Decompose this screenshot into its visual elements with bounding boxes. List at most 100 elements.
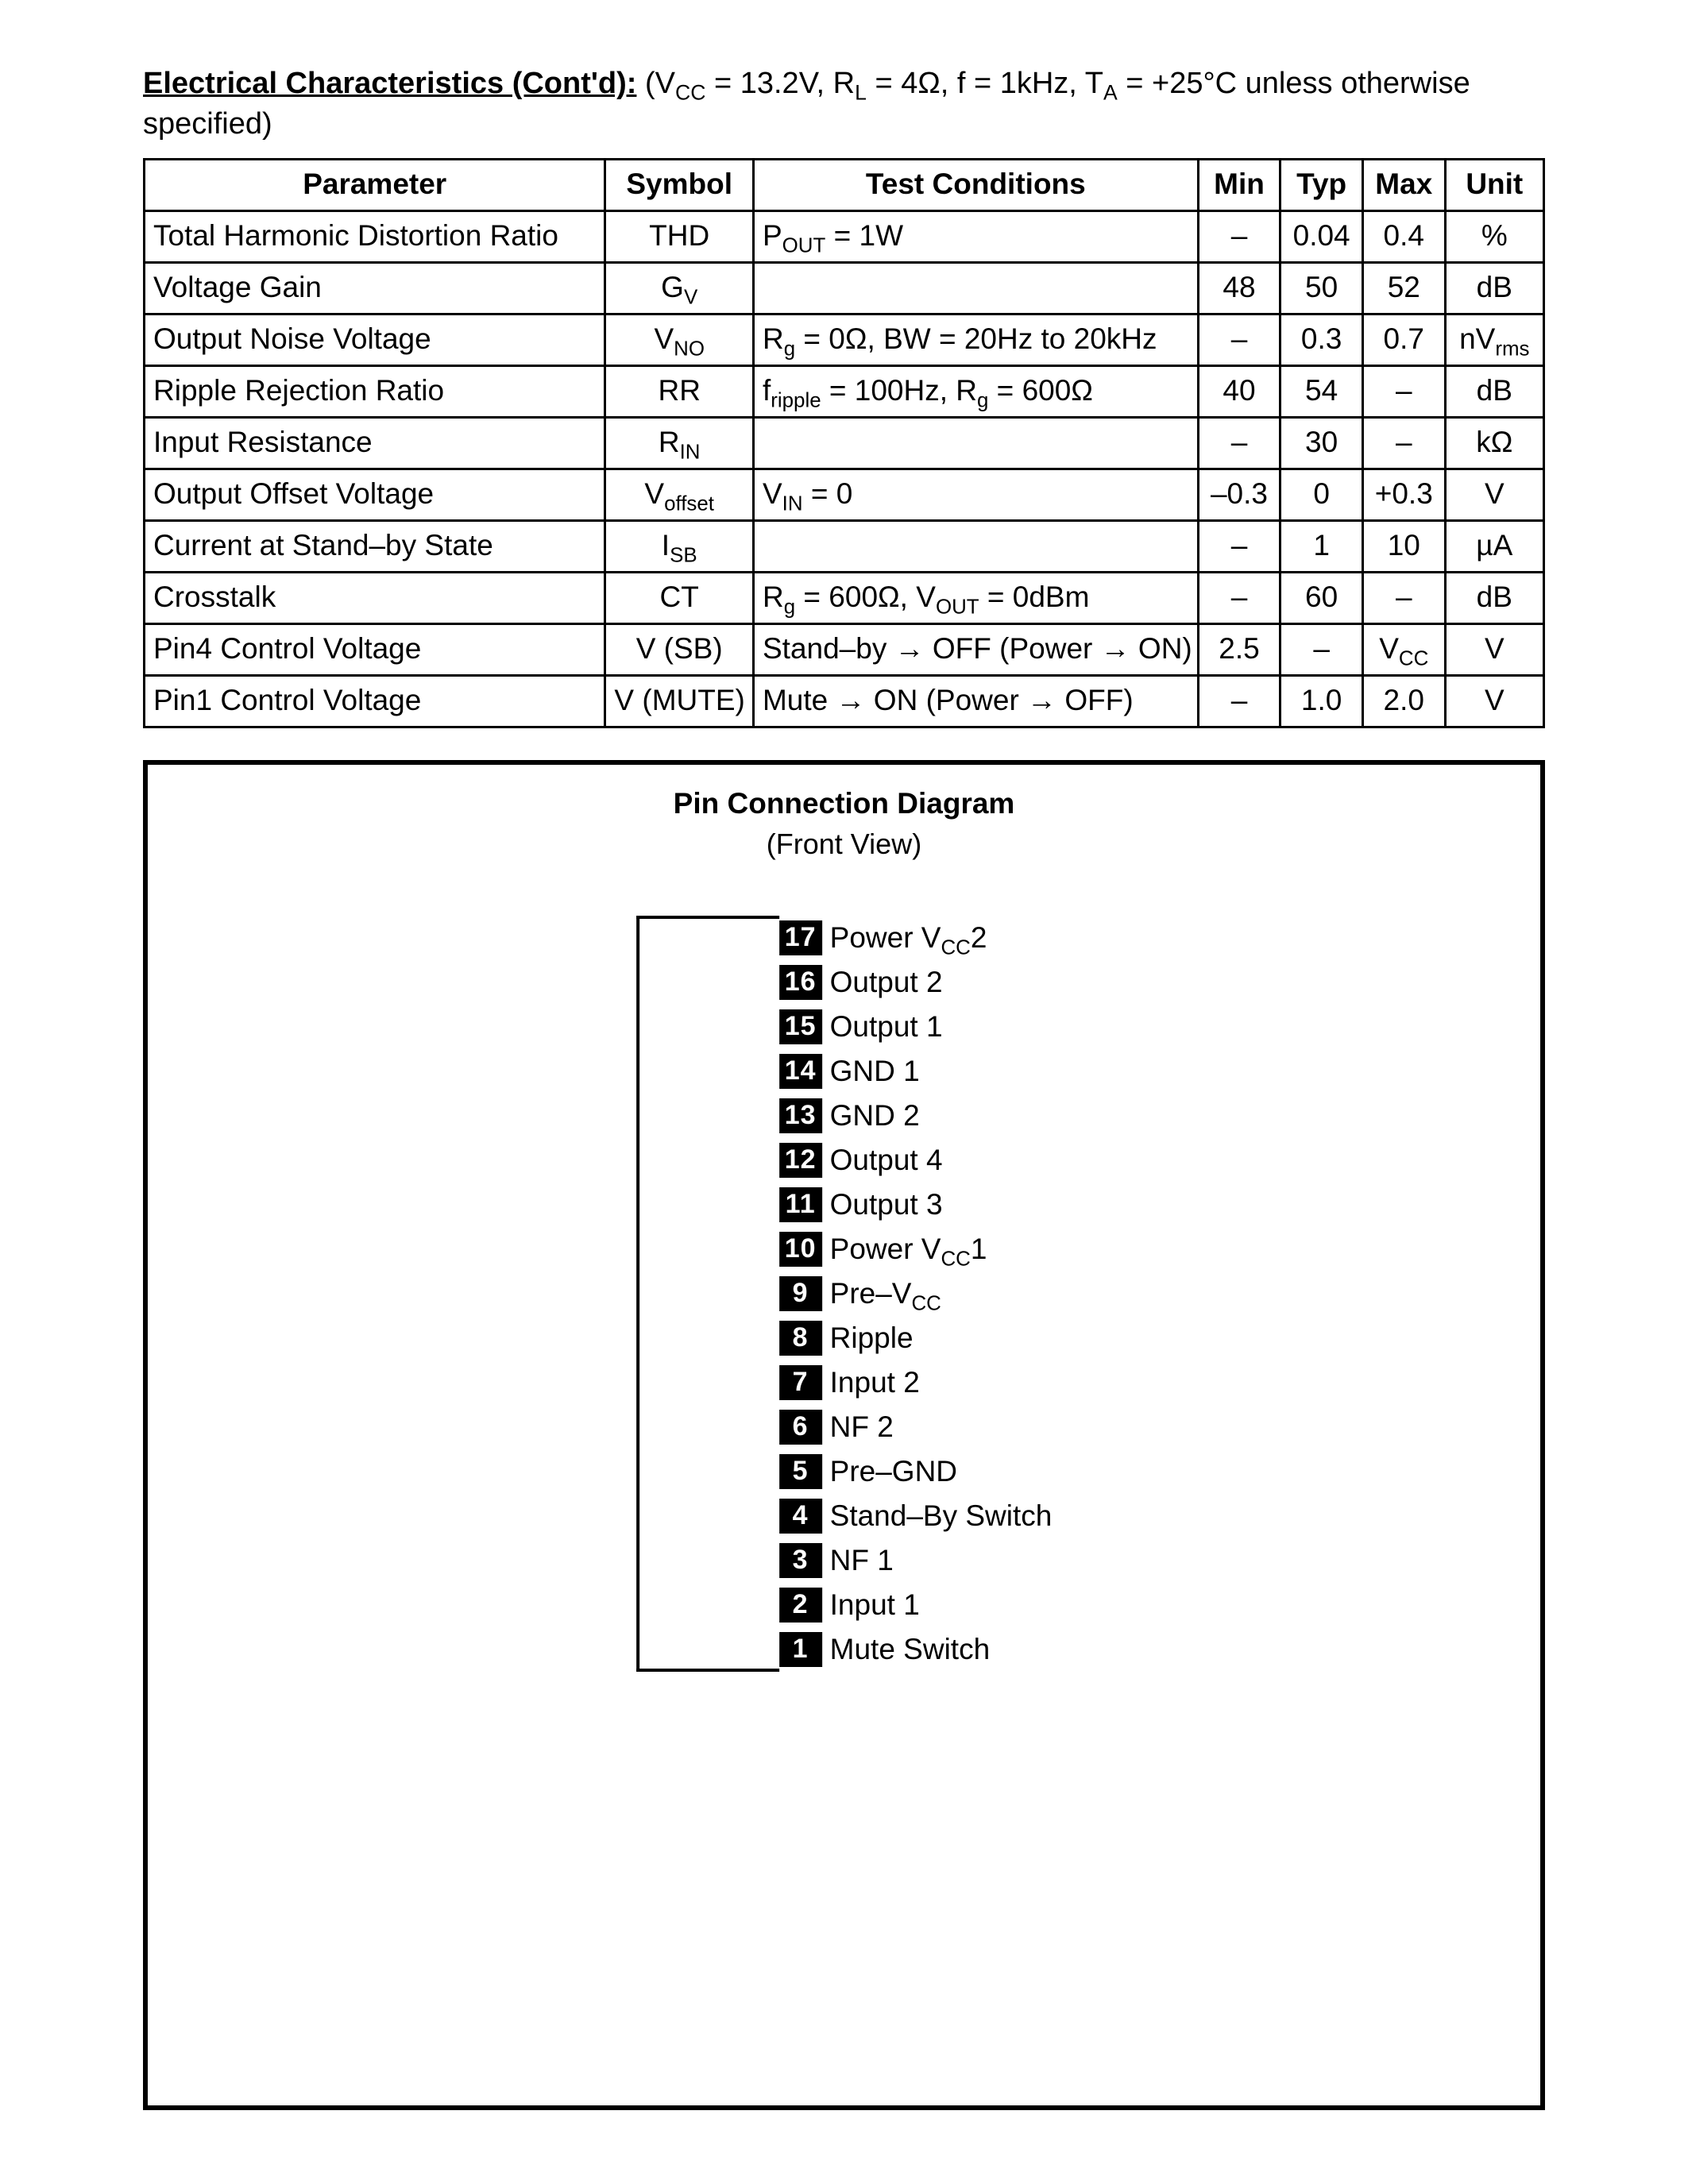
table-cell: ISB: [605, 520, 754, 572]
table-cell: VCC: [1362, 623, 1445, 675]
table-cell: RR: [605, 365, 754, 417]
table-cell: –: [1198, 675, 1280, 727]
pin-number-badge: 4: [779, 1499, 822, 1534]
table-cell: dB: [1445, 262, 1543, 314]
table-column-header: Parameter: [145, 159, 605, 210]
pin-label: Pre–VCC: [830, 1274, 941, 1314]
pin-label: GND 1: [830, 1051, 920, 1091]
table-head: ParameterSymbolTest ConditionsMinTypMaxU…: [145, 159, 1544, 210]
table-cell: 40: [1198, 365, 1280, 417]
chip-body-outline: [636, 916, 779, 1672]
pin-number-badge: 16: [779, 965, 822, 1000]
table-cell: –: [1198, 314, 1280, 365]
pin-row: 12Output 4: [779, 1138, 1053, 1183]
table-cell: VIN = 0: [753, 469, 1198, 520]
pin-row: 2Input 1: [779, 1583, 1053, 1627]
table-cell: dB: [1445, 572, 1543, 623]
table-row: Pin4 Control VoltageV (SB)Stand–by → OFF…: [145, 623, 1544, 675]
table-cell: fripple = 100Hz, Rg = 600Ω: [753, 365, 1198, 417]
electrical-characteristics-table: ParameterSymbolTest ConditionsMinTypMaxU…: [143, 158, 1545, 728]
table-row: CrosstalkCTRg = 600Ω, VOUT = 0dBm–60–dB: [145, 572, 1544, 623]
pin-number-badge: 10: [779, 1232, 822, 1267]
table-row: Pin1 Control VoltageV (MUTE)Mute → ON (P…: [145, 675, 1544, 727]
table-cell: 52: [1362, 262, 1445, 314]
pin-label: Pre–GND: [830, 1452, 957, 1491]
table-cell: dB: [1445, 365, 1543, 417]
table-cell: Rg = 600Ω, VOUT = 0dBm: [753, 572, 1198, 623]
table-cell: V (MUTE): [605, 675, 754, 727]
table-cell: Pin1 Control Voltage: [145, 675, 605, 727]
pin-label: Output 2: [830, 963, 943, 1002]
pin-label: Power VCC1: [830, 1229, 987, 1269]
pin-label: GND 2: [830, 1096, 920, 1136]
pin-label: Output 1: [830, 1007, 943, 1047]
table-cell: CT: [605, 572, 754, 623]
pin-row: 1Mute Switch: [779, 1627, 1053, 1672]
table-cell: 50: [1280, 262, 1363, 314]
table-cell: VNO: [605, 314, 754, 365]
pin-diagram-title: Pin Connection Diagram: [148, 784, 1540, 824]
pin-number-badge: 3: [779, 1543, 822, 1578]
table-cell: 54: [1280, 365, 1363, 417]
pin-number-badge: 8: [779, 1321, 822, 1356]
table-cell: nVrms: [1445, 314, 1543, 365]
pin-row: 3NF 1: [779, 1538, 1053, 1583]
datasheet-page: Electrical Characteristics (Cont'd): (VC…: [0, 0, 1688, 2184]
table-cell: 0.3: [1280, 314, 1363, 365]
pin-row: 15Output 1: [779, 1005, 1053, 1049]
pin-row: 7Input 2: [779, 1360, 1053, 1405]
heading-title: Electrical Characteristics (Cont'd):: [143, 67, 636, 100]
pin-diagram-subtitle: (Front View): [148, 825, 1540, 864]
pin-number-badge: 2: [779, 1588, 822, 1623]
table-cell: –: [1198, 210, 1280, 262]
table-column-header: Symbol: [605, 159, 754, 210]
table-row: Total Harmonic Distortion RatioTHDPOUT =…: [145, 210, 1544, 262]
table-cell: Rg = 0Ω, BW = 20Hz to 20kHz: [753, 314, 1198, 365]
pin-label: Ripple: [830, 1318, 914, 1358]
table-cell: 1: [1280, 520, 1363, 572]
pin-label: Power VCC2: [830, 918, 987, 958]
pin-label: NF 2: [830, 1407, 894, 1447]
table-cell: RIN: [605, 417, 754, 469]
pin-number-badge: 15: [779, 1009, 822, 1044]
pin-diagram-panel: Pin Connection Diagram (Front View) 17Po…: [143, 760, 1545, 2110]
table-header-row: ParameterSymbolTest ConditionsMinTypMaxU…: [145, 159, 1544, 210]
table-row: Voltage GainGV485052dB: [145, 262, 1544, 314]
table-cell: Crosstalk: [145, 572, 605, 623]
table-column-header: Min: [1198, 159, 1280, 210]
pin-row: 16Output 2: [779, 960, 1053, 1005]
table-cell: 48: [1198, 262, 1280, 314]
pin-row: 5Pre–GND: [779, 1449, 1053, 1494]
table-column-header: Max: [1362, 159, 1445, 210]
pin-label: Output 3: [830, 1185, 943, 1225]
pin-row: 13GND 2: [779, 1094, 1053, 1138]
table-cell: Output Offset Voltage: [145, 469, 605, 520]
table-cell: 2.0: [1362, 675, 1445, 727]
pin-row: 11Output 3: [779, 1183, 1053, 1227]
pin-row: 17Power VCC2: [779, 916, 1053, 960]
table-cell: POUT = 1W: [753, 210, 1198, 262]
table-cell: Pin4 Control Voltage: [145, 623, 605, 675]
table-cell: GV: [605, 262, 754, 314]
table-column-header: Unit: [1445, 159, 1543, 210]
pin-label: Stand–By Switch: [830, 1496, 1053, 1536]
table-cell: 0.04: [1280, 210, 1363, 262]
pin-row: 8Ripple: [779, 1316, 1053, 1360]
table-cell: Mute → ON (Power → OFF): [753, 675, 1198, 727]
table-cell: –: [1362, 365, 1445, 417]
table-cell: Voffset: [605, 469, 754, 520]
table-cell: 60: [1280, 572, 1363, 623]
table-column-header: Typ: [1280, 159, 1363, 210]
table-cell: Current at Stand–by State: [145, 520, 605, 572]
table-cell: –: [1198, 520, 1280, 572]
table-cell: –: [1362, 417, 1445, 469]
table-row: Output Offset VoltageVoffsetVIN = 0–0.30…: [145, 469, 1544, 520]
table-cell: Total Harmonic Distortion Ratio: [145, 210, 605, 262]
pin-number-badge: 7: [779, 1365, 822, 1400]
pin-row: 10Power VCC1: [779, 1227, 1053, 1271]
table-cell: %: [1445, 210, 1543, 262]
table-cell: –: [1362, 572, 1445, 623]
table-cell: +0.3: [1362, 469, 1445, 520]
pin-number-badge: 14: [779, 1054, 822, 1089]
pin-diagram-area: 17Power VCC216Output 215Output 114GND 11…: [636, 916, 1053, 1672]
